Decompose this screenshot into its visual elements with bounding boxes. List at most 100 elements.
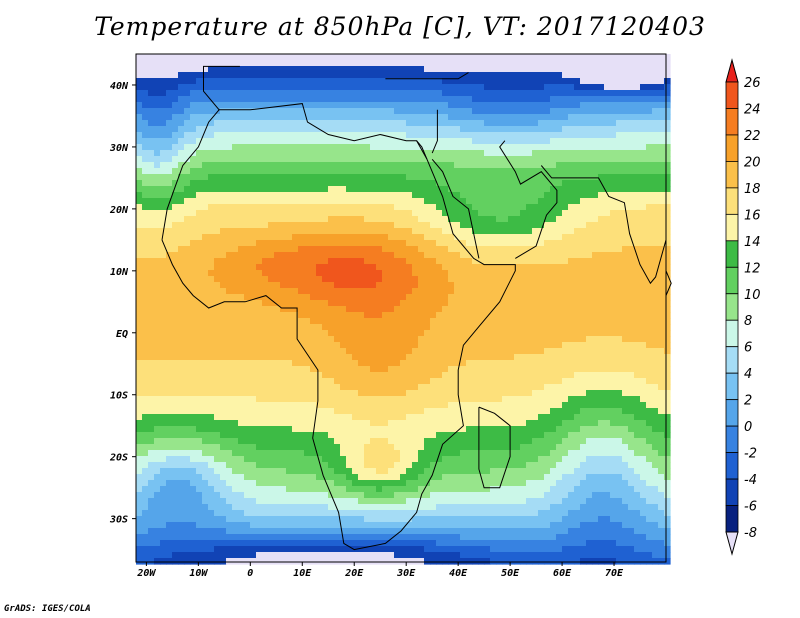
temperature-cell <box>352 126 359 133</box>
temperature-cell <box>478 204 485 211</box>
temperature-cell <box>304 294 311 301</box>
temperature-cell <box>370 150 377 157</box>
temperature-cell <box>520 306 527 313</box>
temperature-cell <box>178 54 185 61</box>
temperature-cell <box>256 84 263 91</box>
temperature-cell <box>616 72 623 79</box>
temperature-cell <box>364 372 371 379</box>
temperature-cell <box>532 276 539 283</box>
temperature-cell <box>160 276 167 283</box>
temperature-cell <box>166 258 173 265</box>
temperature-cell <box>292 330 299 337</box>
temperature-cell <box>346 324 353 331</box>
temperature-cell <box>598 252 605 259</box>
temperature-cell <box>544 54 551 61</box>
temperature-cell <box>166 228 173 235</box>
temperature-cell <box>574 246 581 253</box>
temperature-cell <box>292 276 299 283</box>
temperature-cell <box>466 288 473 295</box>
temperature-cell <box>568 258 575 265</box>
temperature-cell <box>214 330 221 337</box>
temperature-cell <box>574 300 581 307</box>
temperature-cell <box>334 204 341 211</box>
temperature-cell <box>586 240 593 247</box>
temperature-cell <box>382 222 389 229</box>
temperature-cell <box>490 132 497 139</box>
temperature-cell <box>604 312 611 319</box>
temperature-cell <box>262 264 269 271</box>
temperature-cell <box>622 156 629 163</box>
temperature-cell <box>346 90 353 97</box>
temperature-cell <box>562 234 569 241</box>
temperature-cell <box>364 228 371 235</box>
temperature-cell <box>592 282 599 289</box>
temperature-cell <box>202 186 209 193</box>
temperature-cell <box>286 288 293 295</box>
temperature-cell <box>184 162 191 169</box>
temperature-cell <box>622 186 629 193</box>
temperature-cell <box>196 132 203 139</box>
temperature-cell <box>148 270 155 277</box>
temperature-cell <box>148 180 155 187</box>
temperature-cell <box>568 132 575 139</box>
temperature-cell <box>256 90 263 97</box>
temperature-cell <box>442 144 449 151</box>
temperature-cell <box>256 168 263 175</box>
temperature-cell <box>604 78 611 85</box>
temperature-cell <box>148 294 155 301</box>
temperature-cell <box>502 360 509 367</box>
temperature-cell <box>202 174 209 181</box>
temperature-cell <box>178 102 185 109</box>
temperature-cell <box>466 276 473 283</box>
temperature-cell <box>610 318 617 325</box>
temperature-cell <box>172 252 179 259</box>
temperature-cell <box>238 384 245 391</box>
temperature-cell <box>424 150 431 157</box>
temperature-cell <box>394 66 401 73</box>
temperature-cell <box>340 138 347 145</box>
temperature-cell <box>370 384 377 391</box>
temperature-cell <box>502 144 509 151</box>
temperature-cell <box>406 174 413 181</box>
temperature-cell <box>556 60 563 67</box>
temperature-cell <box>646 150 653 157</box>
temperature-cell <box>226 96 233 103</box>
temperature-cell <box>490 54 497 61</box>
temperature-cell <box>238 210 245 217</box>
temperature-cell <box>256 372 263 379</box>
temperature-cell <box>322 78 329 85</box>
temperature-cell <box>268 366 275 373</box>
temperature-cell <box>544 360 551 367</box>
temperature-cell <box>382 174 389 181</box>
temperature-cell <box>172 306 179 313</box>
temperature-cell <box>466 78 473 85</box>
temperature-cell <box>160 174 167 181</box>
temperature-cell <box>550 180 557 187</box>
temperature-cell <box>490 138 497 145</box>
temperature-cell <box>268 60 275 67</box>
temperature-cell <box>664 246 671 253</box>
temperature-cell <box>478 60 485 67</box>
temperature-cell <box>418 186 425 193</box>
temperature-cell <box>148 228 155 235</box>
temperature-cell <box>538 78 545 85</box>
temperature-cell <box>286 138 293 145</box>
temperature-cell <box>574 96 581 103</box>
temperature-cell <box>256 264 263 271</box>
temperature-cell <box>520 318 527 325</box>
temperature-cell <box>550 354 557 361</box>
temperature-cell <box>628 156 635 163</box>
temperature-cell <box>178 180 185 187</box>
temperature-cell <box>586 114 593 121</box>
temperature-cell <box>640 168 647 175</box>
temperature-cell <box>544 162 551 169</box>
temperature-cell <box>496 180 503 187</box>
temperature-cell <box>610 288 617 295</box>
temperature-cell <box>250 312 257 319</box>
temperature-cell <box>454 210 461 217</box>
temperature-cell <box>298 240 305 247</box>
temperature-cell <box>340 66 347 73</box>
temperature-cell <box>370 120 377 127</box>
temperature-cell <box>154 96 161 103</box>
temperature-cell <box>250 240 257 247</box>
